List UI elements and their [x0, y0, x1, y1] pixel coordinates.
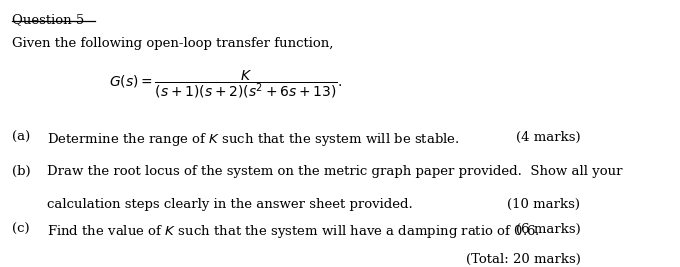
Text: (b): (b) [12, 165, 30, 178]
Text: calculation steps clearly in the answer sheet provided.: calculation steps clearly in the answer … [47, 198, 413, 211]
Text: (c): (c) [12, 223, 29, 236]
Text: Question 5: Question 5 [12, 13, 84, 26]
Text: Given the following open-loop transfer function,: Given the following open-loop transfer f… [12, 37, 333, 50]
Text: (Total: 20 marks): (Total: 20 marks) [466, 253, 581, 266]
Text: (6 marks): (6 marks) [515, 223, 581, 236]
Text: Determine the range of $K$ such that the system will be stable.: Determine the range of $K$ such that the… [47, 131, 460, 148]
Text: Draw the root locus of the system on the metric graph paper provided.  Show all : Draw the root locus of the system on the… [47, 165, 622, 178]
Text: $G(s) = \dfrac{K}{(s + 1)(s + 2)(s^2 + 6s + 13)}.$: $G(s) = \dfrac{K}{(s + 1)(s + 2)(s^2 + 6… [109, 68, 342, 100]
Text: (a): (a) [12, 131, 30, 144]
Text: (4 marks): (4 marks) [515, 131, 581, 144]
Text: (10 marks): (10 marks) [507, 198, 581, 211]
Text: Find the value of $K$ such that the system will have a damping ratio of 0.6.: Find the value of $K$ such that the syst… [47, 223, 540, 240]
